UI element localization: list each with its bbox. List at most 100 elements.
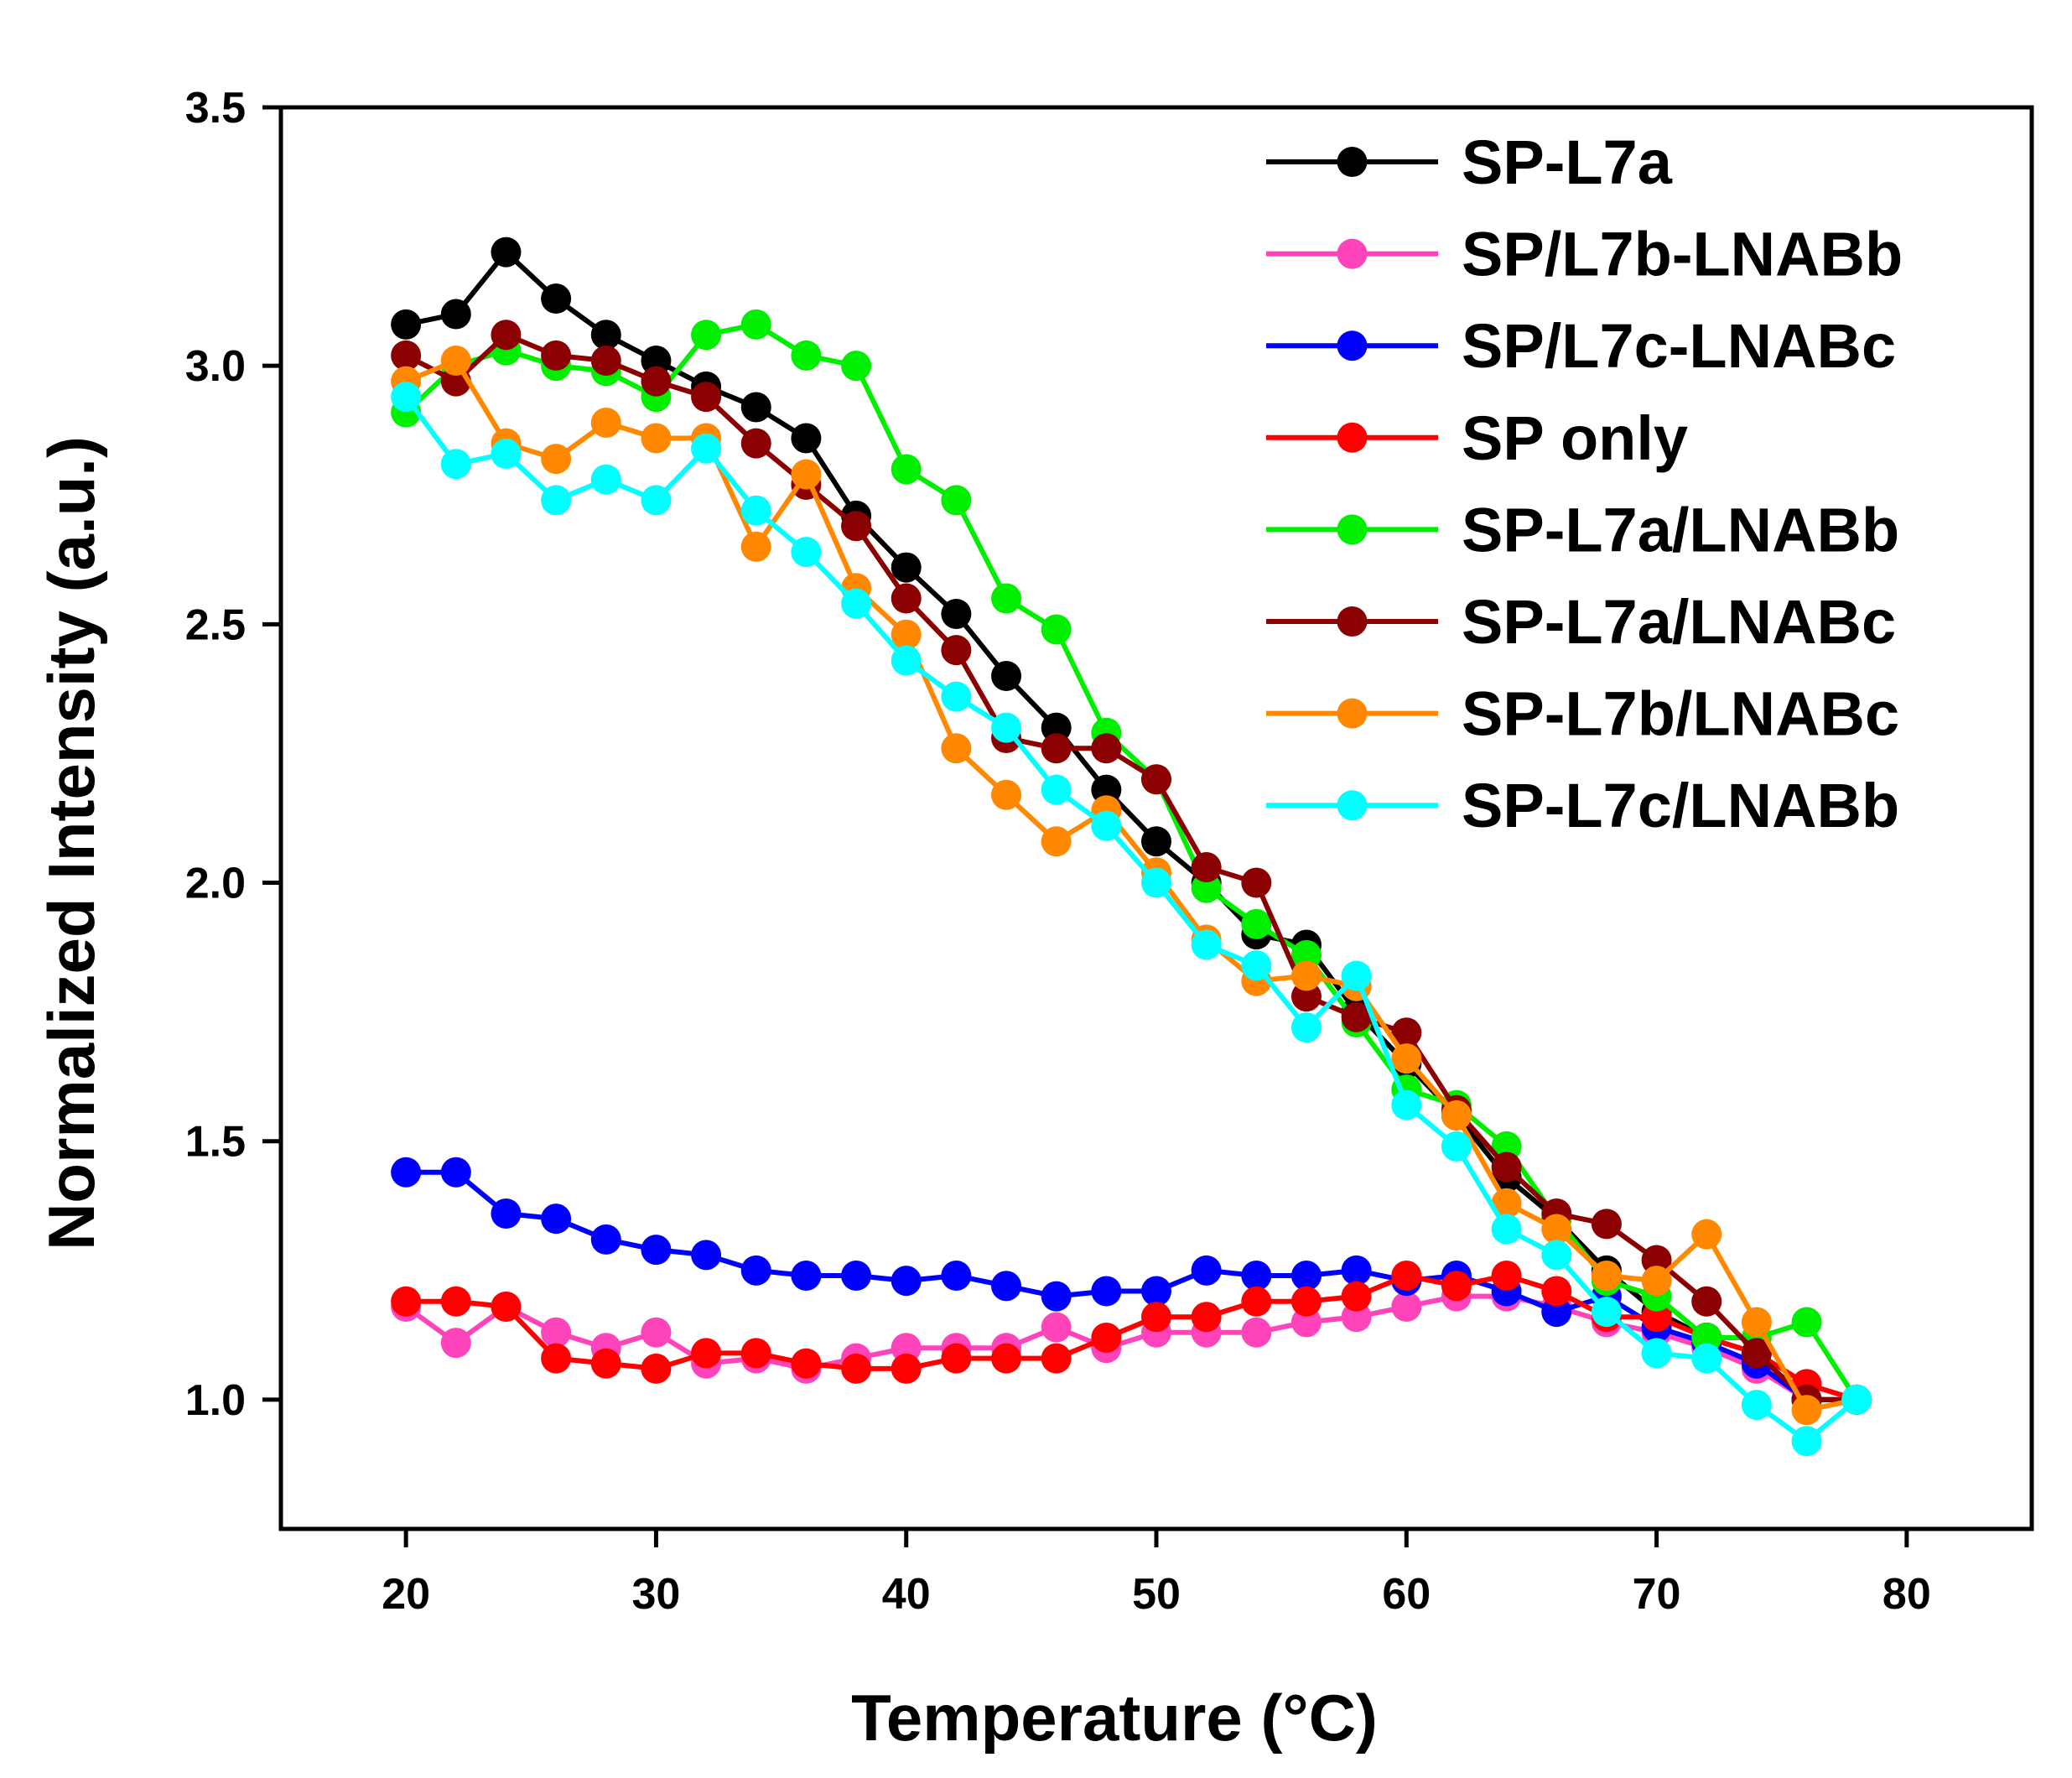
data-point	[1341, 1001, 1372, 1032]
legend-item: SP/L7b-LNABb	[1266, 220, 1903, 289]
y-tick-label: 2.0	[185, 860, 246, 908]
data-point	[541, 1343, 572, 1374]
data-point	[541, 444, 572, 475]
data-point	[891, 583, 922, 614]
data-point	[1491, 1131, 1522, 1162]
data-point	[991, 1343, 1022, 1374]
data-point	[1741, 1390, 1772, 1421]
data-point	[1491, 1260, 1522, 1291]
data-point	[440, 1286, 471, 1317]
data-point	[1141, 1302, 1171, 1333]
data-point	[391, 309, 422, 340]
data-point	[1241, 908, 1272, 939]
data-point	[891, 454, 922, 485]
data-point	[891, 1353, 922, 1384]
data-point	[740, 1338, 771, 1369]
legend-item: SP-L7c/LNABb	[1266, 771, 1899, 840]
data-point	[1041, 614, 1072, 645]
data-point	[1290, 981, 1322, 1012]
data-point	[1741, 1338, 1772, 1369]
data-point	[791, 1260, 822, 1291]
x-tick-label: 30	[632, 1570, 681, 1619]
legend-item: SP/L7c-LNABc	[1266, 311, 1896, 381]
data-point	[1491, 1152, 1522, 1183]
data-point	[1341, 1281, 1372, 1312]
data-point	[740, 1255, 771, 1286]
data-point	[541, 283, 572, 315]
data-point	[1341, 1255, 1372, 1286]
data-point	[641, 346, 672, 377]
legend-item: SP-L7a	[1266, 127, 1673, 197]
data-point	[491, 1291, 522, 1322]
x-tick-label: 20	[382, 1570, 430, 1619]
data-point	[1191, 929, 1222, 960]
data-point	[1041, 712, 1072, 743]
y-tick-label: 1.5	[185, 1118, 246, 1167]
data-point	[1191, 852, 1222, 883]
data-point	[1290, 960, 1322, 991]
data-point	[1141, 1276, 1171, 1307]
data-point	[1341, 1302, 1372, 1333]
data-point	[740, 531, 771, 562]
data-point	[1791, 1307, 1822, 1338]
data-point	[1691, 1322, 1722, 1353]
data-point	[590, 1348, 621, 1379]
legend: SP-L7a SP/L7b-LNABb SP/L7c-LNABc SP only SP-…	[1266, 127, 1903, 840]
data-point	[991, 779, 1022, 810]
data-point	[1491, 1188, 1522, 1219]
data-point	[841, 1260, 872, 1291]
x-tick-label: 40	[882, 1570, 931, 1619]
data-point	[891, 619, 922, 650]
data-point	[1441, 1271, 1472, 1302]
x-tick-label: 60	[1382, 1570, 1431, 1619]
data-point	[740, 309, 771, 340]
data-point	[991, 1271, 1022, 1302]
data-point	[1641, 1245, 1672, 1276]
legend-marker	[1337, 606, 1368, 637]
data-point	[1741, 1307, 1772, 1338]
data-point	[791, 1348, 822, 1379]
data-point	[1241, 950, 1272, 981]
data-point	[841, 511, 872, 542]
data-point	[641, 423, 672, 454]
data-point	[1241, 1286, 1272, 1317]
data-point	[1091, 1276, 1122, 1307]
legend-marker	[1337, 238, 1368, 269]
data-point	[891, 1266, 922, 1297]
data-point	[590, 464, 621, 495]
data-point	[941, 1260, 972, 1291]
data-point	[1441, 1131, 1472, 1162]
legend-marker	[1337, 422, 1368, 453]
y-axis-title: Normalized Intensity (a.u.)	[34, 436, 108, 1250]
data-point	[1091, 810, 1122, 841]
data-point	[1691, 1286, 1722, 1317]
data-point	[941, 599, 972, 630]
data-point	[641, 1353, 672, 1384]
y-tick-label: 3.5	[185, 84, 246, 133]
legend-marker	[1337, 147, 1368, 177]
legend-label: SP-L7a	[1462, 127, 1673, 197]
data-point	[1541, 1240, 1572, 1271]
data-point	[891, 552, 922, 583]
data-point	[1791, 1426, 1822, 1457]
data-point	[590, 346, 621, 377]
series-layer	[391, 237, 1872, 1457]
data-point	[891, 1333, 922, 1364]
data-point	[440, 299, 471, 330]
data-point	[740, 428, 771, 459]
data-point	[740, 495, 771, 526]
data-point	[1191, 872, 1222, 903]
legend-item: SP-L7a/LNABc	[1266, 587, 1896, 657]
data-point	[641, 1317, 672, 1348]
data-point	[891, 645, 922, 676]
data-point	[1391, 1089, 1422, 1120]
data-point	[491, 237, 522, 268]
data-point	[791, 423, 822, 454]
legend-label: SP/L7c-LNABc	[1462, 311, 1896, 381]
data-point	[541, 1317, 572, 1348]
data-point	[1691, 1343, 1722, 1374]
axis-ticks: 20 30 40 50 60 70 80 1.0 1.5 2.0 2.5 3.0 3.5	[185, 84, 1931, 1619]
data-point	[1041, 826, 1072, 857]
data-point	[440, 1157, 471, 1188]
data-point	[1591, 1209, 1622, 1240]
